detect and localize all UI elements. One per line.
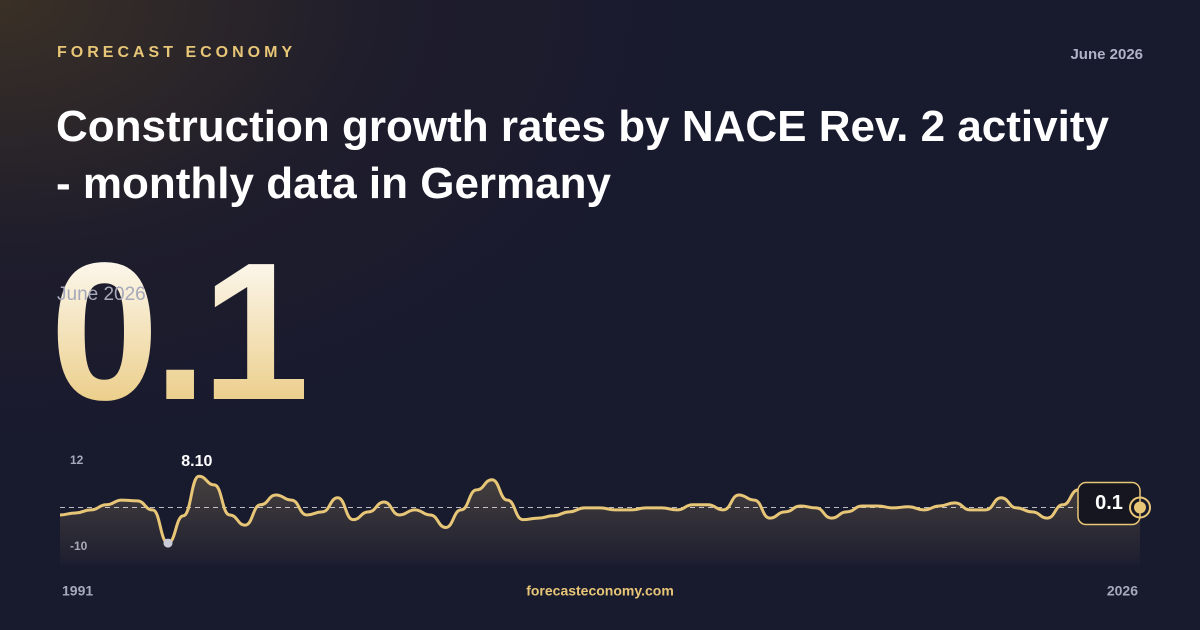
min-point xyxy=(163,538,173,548)
value-label: 8.10 xyxy=(181,453,212,470)
x-tick-label: 2026 xyxy=(1107,583,1138,599)
line xyxy=(59,474,1141,545)
end-ring xyxy=(1129,496,1151,519)
title: Construction growth rates by NACE Rev. 2… xyxy=(56,102,1109,208)
y-tick-label: 12 xyxy=(70,453,84,467)
date: June 2026 xyxy=(1070,46,1143,63)
headline-value: 0.1 xyxy=(50,222,310,441)
end-point xyxy=(1134,501,1146,514)
site: forecasteconomy.com xyxy=(526,583,674,599)
x-tick-label: 1991 xyxy=(62,583,93,599)
value-label: 0.1 xyxy=(1095,492,1123,514)
brand: FORECAST ECONOMY xyxy=(57,44,297,61)
area xyxy=(60,476,1140,565)
headline-date: June 2026 xyxy=(57,284,146,305)
